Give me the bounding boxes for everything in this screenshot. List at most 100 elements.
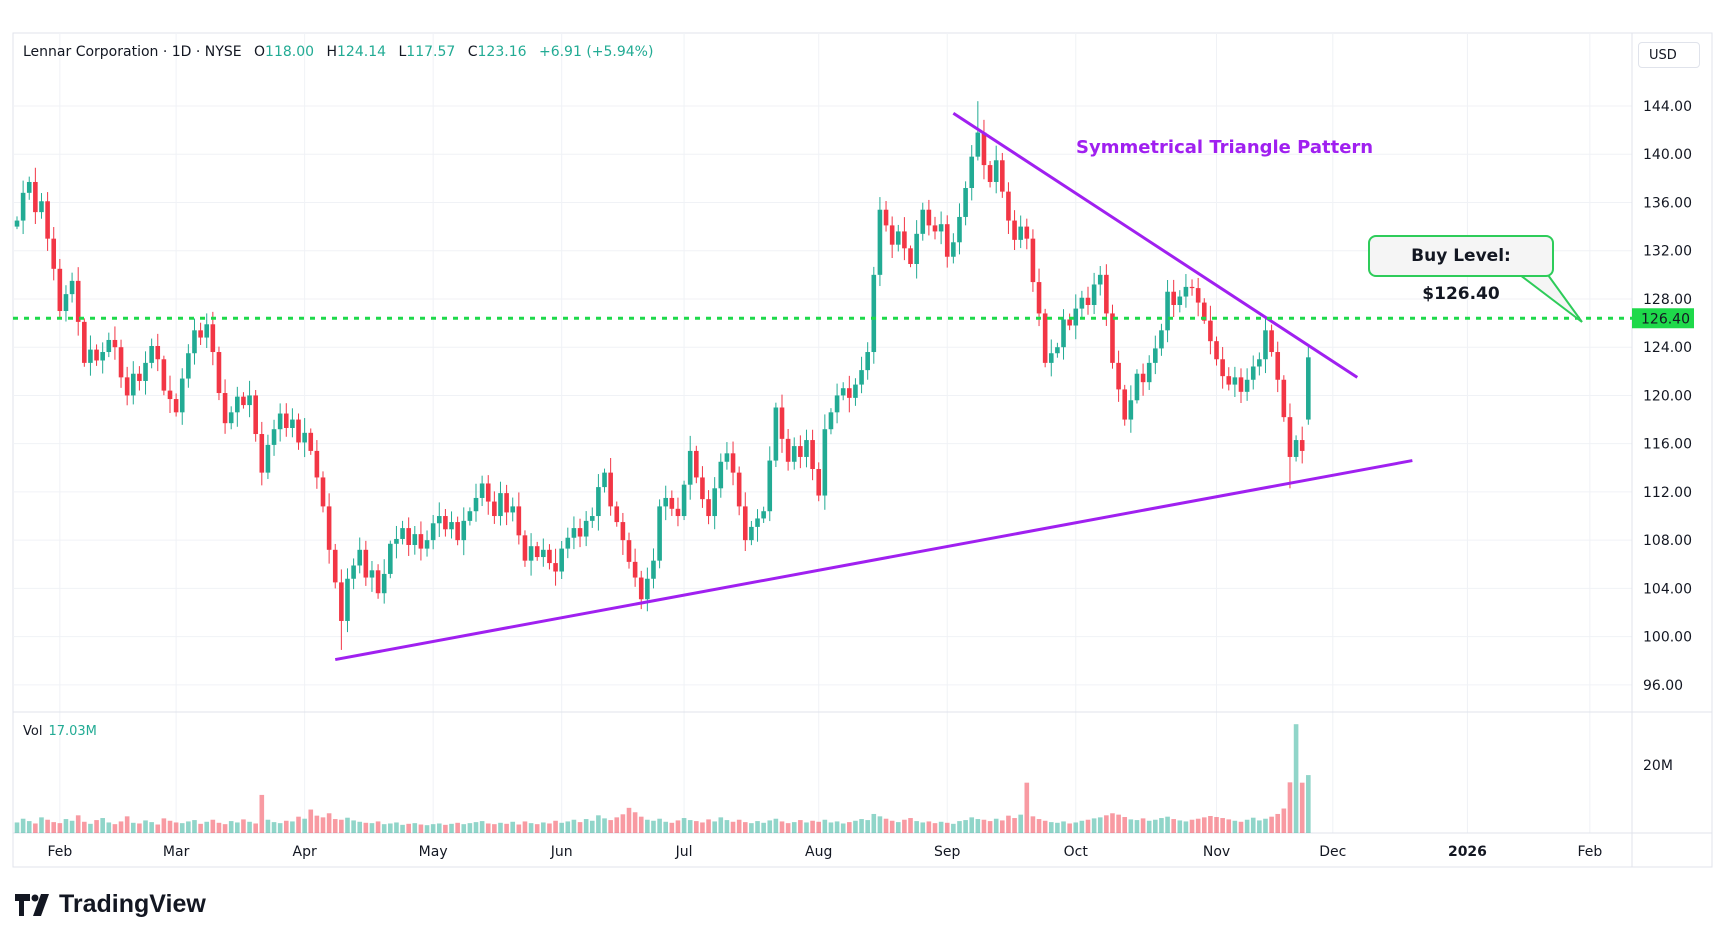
open-value: 118.00	[265, 44, 315, 60]
volume-bar	[963, 820, 968, 833]
symbol-legend: Lennar Corporation · 1D · NYSE O118.00 H…	[23, 44, 653, 60]
candle-body	[192, 330, 197, 354]
time-tick-label: Feb	[1577, 844, 1602, 860]
volume-bar	[993, 818, 999, 833]
low-label: L	[398, 44, 407, 60]
candle-body	[736, 472, 742, 507]
candle-body	[290, 419, 295, 429]
volume-bar	[479, 821, 485, 833]
candle-body	[20, 192, 26, 221]
candle-body	[1079, 297, 1085, 309]
candle-body	[651, 560, 656, 579]
volume-bar	[1110, 813, 1115, 833]
volume-bar	[400, 824, 405, 833]
volume-bar	[810, 820, 815, 833]
volume-bar	[1263, 818, 1268, 833]
low-value: 117.57	[406, 44, 456, 60]
candle-body	[204, 324, 210, 338]
price-tick-label: 104.00	[1643, 581, 1692, 597]
volume-bar	[1159, 818, 1164, 833]
volume-bar	[388, 823, 393, 833]
candle-body	[541, 549, 546, 558]
candle-body	[944, 224, 950, 257]
volume-bar	[785, 823, 791, 833]
volume-bar	[571, 819, 577, 833]
volume-bar	[834, 821, 840, 833]
time-tick-label: Nov	[1203, 844, 1230, 860]
candle-body	[504, 493, 509, 513]
candle-body	[847, 388, 852, 398]
volume-bar	[1250, 817, 1256, 833]
volume-bar	[895, 822, 901, 833]
candle-body	[993, 160, 999, 182]
trendlines[interactable]	[13, 111, 1632, 662]
volume-bar	[626, 807, 632, 833]
volume-bar	[406, 823, 411, 833]
volume-bar	[773, 818, 779, 833]
candle-body	[130, 373, 136, 396]
candle-body	[296, 419, 301, 443]
volume-bar	[106, 822, 112, 833]
pattern-annotation[interactable]: Symmetrical Triangle Pattern	[1076, 137, 1374, 158]
volume-bar	[859, 819, 864, 833]
volume-bar	[314, 815, 320, 833]
volume-bar	[69, 820, 75, 833]
volume-bar	[443, 824, 448, 833]
candle-body	[449, 522, 454, 530]
candle-body	[957, 216, 962, 243]
volume-bar	[522, 821, 528, 833]
volume-bar	[1287, 782, 1293, 833]
candle-body	[1012, 220, 1017, 240]
volume-bar	[436, 823, 442, 833]
buy-level-price-text: 126.40	[1641, 311, 1690, 327]
volume-bar	[204, 821, 210, 833]
candle-body	[859, 370, 864, 385]
buy-level-callout[interactable]: Buy Level: $126.40	[1368, 235, 1554, 304]
candle-body	[865, 352, 870, 371]
volume-bar	[638, 816, 644, 833]
volume-bar	[767, 820, 773, 833]
volume-bar	[345, 817, 350, 833]
candle-body	[553, 563, 558, 572]
volume-bar	[357, 821, 363, 833]
price-tick-label: 136.00	[1643, 195, 1692, 211]
volume-bar	[742, 822, 748, 833]
candle-body	[82, 321, 87, 363]
candle-body	[1250, 366, 1256, 380]
volume-bar	[222, 824, 228, 833]
volume-bar	[320, 817, 326, 833]
volume-label: Vol	[23, 724, 43, 739]
time-tick-label: Mar	[163, 844, 190, 860]
volume-bar	[259, 794, 265, 833]
volume-bar	[730, 821, 736, 833]
tradingview-logo[interactable]: TradingView	[15, 890, 206, 919]
volume-bar	[804, 822, 809, 833]
candle-body	[975, 132, 981, 157]
candle-body	[602, 472, 607, 488]
volume-bar	[161, 818, 167, 833]
candle-body	[902, 231, 907, 249]
volume-tick-label: 20M	[1643, 758, 1673, 774]
candle-body	[485, 483, 491, 502]
volume-bar	[889, 820, 895, 833]
volume-bar	[339, 819, 344, 833]
candle-body	[938, 224, 944, 232]
volume-bar	[1055, 822, 1060, 833]
candle-body	[375, 570, 381, 594]
candle-body	[492, 501, 497, 517]
volume-bar	[1183, 821, 1189, 833]
candle-body	[1000, 160, 1005, 192]
volume-bar	[975, 819, 981, 833]
volume-bar	[155, 824, 161, 833]
volume-bar	[112, 824, 118, 833]
volume-bar	[430, 824, 436, 833]
volume-bar	[583, 819, 589, 833]
time-tick-label: Feb	[47, 844, 72, 860]
time-tick-label: May	[419, 844, 448, 860]
volume-bar	[363, 822, 369, 833]
volume-bar	[853, 820, 858, 833]
currency-button[interactable]: USD	[1638, 42, 1700, 68]
symbol-name[interactable]: Lennar Corporation · 1D · NYSE	[23, 44, 242, 60]
candle-body	[510, 506, 516, 513]
